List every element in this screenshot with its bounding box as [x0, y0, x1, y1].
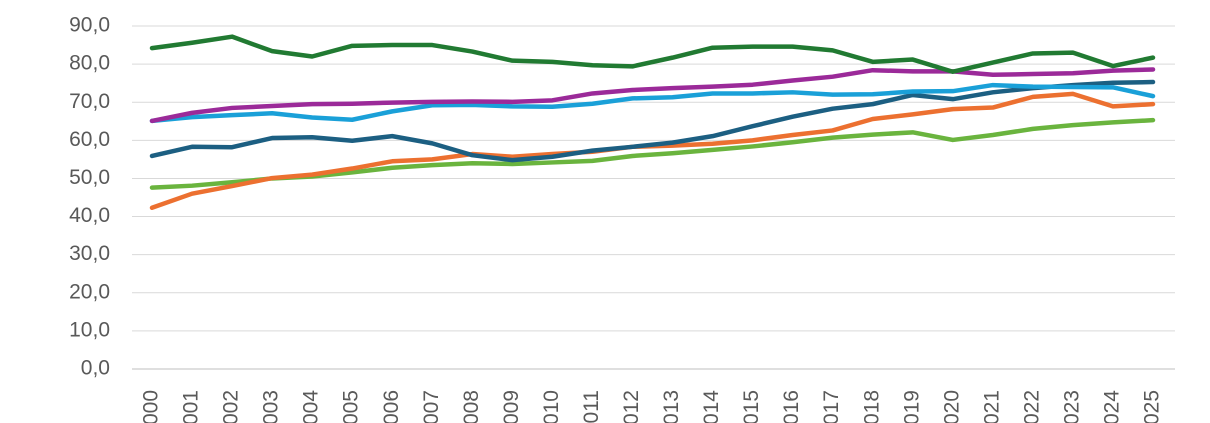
- x-tick-label: 2023: [1060, 390, 1083, 423]
- x-tick-label: 2024: [1101, 390, 1124, 423]
- y-tick-label: 80,0: [69, 52, 110, 75]
- x-tick-label: 2013: [660, 390, 683, 423]
- y-tick-label: 60,0: [69, 128, 110, 151]
- y-tick-label: 10,0: [69, 318, 110, 341]
- x-tick-label: 2015: [740, 390, 763, 423]
- series-line: [149, 82, 1156, 124]
- x-tick-label: 2007: [420, 390, 443, 423]
- x-tick-label: 2010: [540, 390, 563, 423]
- x-tick-label: 2006: [380, 390, 403, 423]
- x-tick-label: 2018: [860, 390, 883, 423]
- series-line: [149, 79, 1156, 163]
- x-tick-label: 2002: [220, 390, 243, 423]
- x-tick-label: 2014: [700, 390, 723, 423]
- x-tick-label: 2003: [260, 390, 283, 423]
- x-tick-label: 2021: [980, 390, 1003, 423]
- y-tick-label: 40,0: [69, 204, 110, 227]
- x-tick-label: 2012: [620, 390, 643, 423]
- series-line: [149, 34, 1156, 74]
- series-line: [149, 67, 1156, 124]
- y-tick-label: 20,0: [69, 280, 110, 303]
- x-tick-label: 2004: [300, 390, 323, 423]
- x-tick-label: 2005: [340, 390, 363, 423]
- x-tick-label: 2011: [580, 390, 603, 423]
- x-tick-label: 2025: [1141, 390, 1164, 423]
- x-tick-label: 2022: [1020, 390, 1043, 423]
- x-tick-label: 2016: [780, 390, 803, 423]
- y-tick-label: 70,0: [69, 90, 110, 113]
- x-tick-label: 2019: [900, 390, 923, 423]
- x-tick-label: 2020: [940, 390, 963, 423]
- x-tick-label: 2009: [500, 390, 523, 423]
- x-tick-label: 2017: [820, 390, 843, 423]
- x-tick-label: 2001: [180, 390, 203, 423]
- y-tick-label: 50,0: [69, 166, 110, 189]
- y-tick-label: 30,0: [69, 242, 110, 265]
- x-tick-label: 2000: [140, 390, 163, 423]
- series-line: [149, 91, 1156, 211]
- y-tick-label: 90,0: [69, 14, 110, 37]
- y-tick-label: 0,0: [81, 357, 110, 380]
- x-tick-label: 2008: [460, 390, 483, 423]
